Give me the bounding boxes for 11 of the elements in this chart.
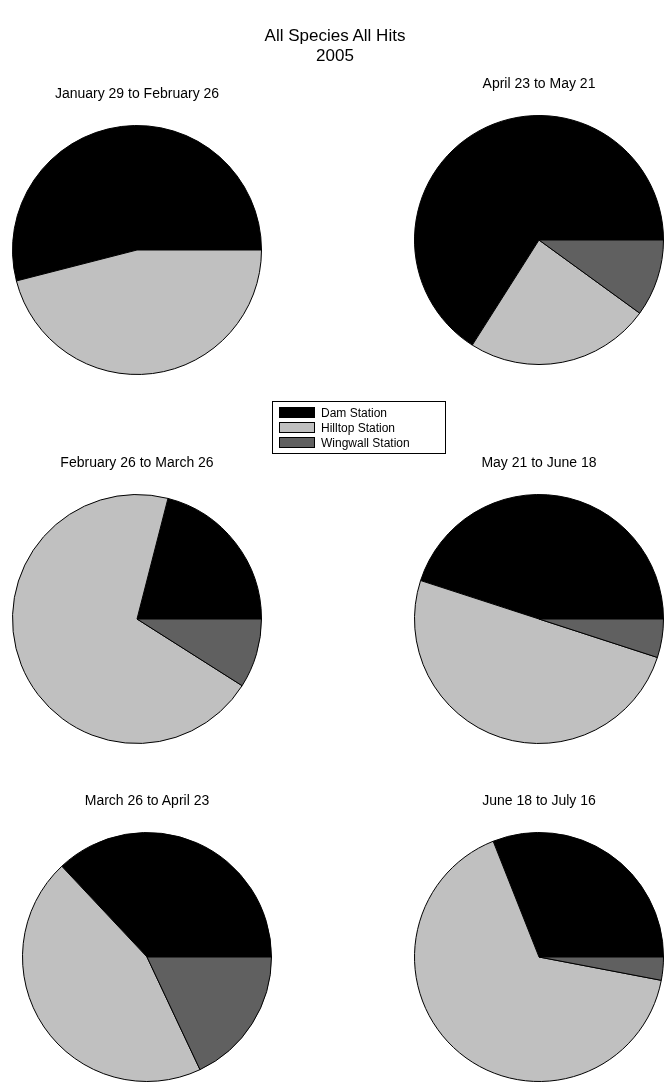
chart-title: January 29 to February 26 (53, 84, 221, 103)
legend-label: Dam Station (321, 405, 388, 420)
chart-title: May 21 to June 18 (480, 453, 598, 472)
legend-label: Hilltop Station (321, 420, 396, 435)
text: All Species All Hits (263, 26, 407, 46)
legend-label: Wingwall Station (321, 435, 410, 450)
text: 2005 (315, 46, 355, 66)
chart-title: April 23 to May 21 (481, 74, 597, 93)
chart-title: February 26 to March 26 (59, 453, 215, 472)
chart-title: March 26 to April 23 (83, 791, 211, 810)
chart-title: June 18 to July 16 (481, 791, 597, 810)
